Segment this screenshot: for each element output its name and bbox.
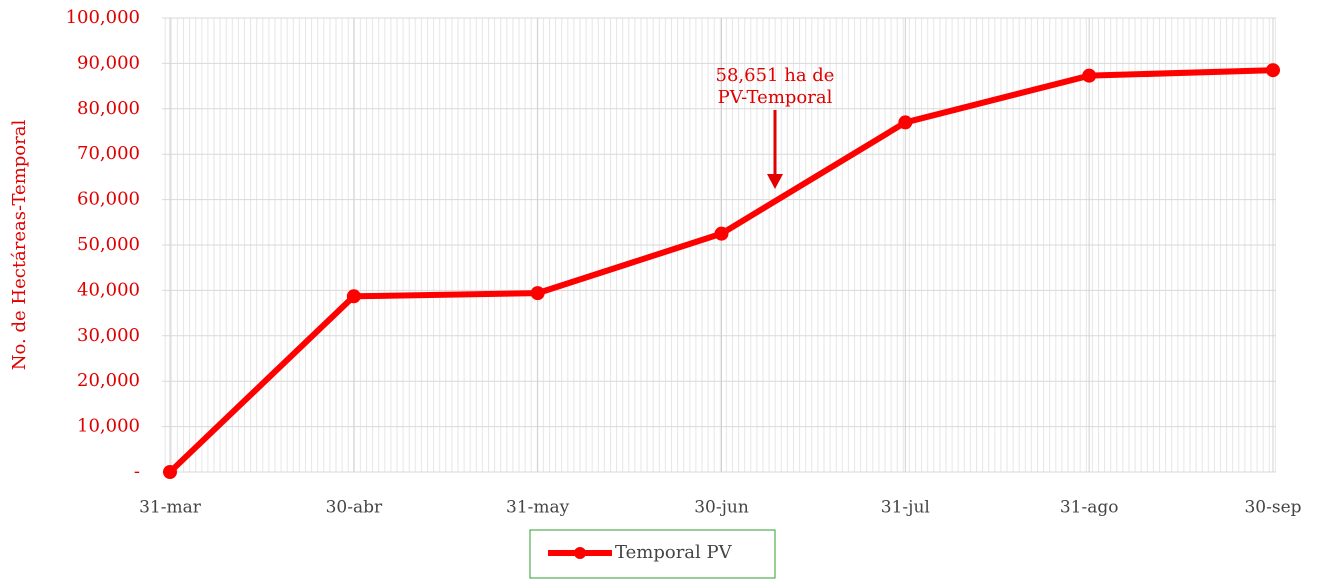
- y-tick-label: 10,000: [77, 416, 140, 437]
- point: [530, 286, 545, 301]
- annotation-arrowhead: [767, 174, 783, 189]
- legend-label: Temporal PV: [615, 542, 733, 563]
- y-tick-label: 60,000: [77, 189, 140, 210]
- x-tick-label: 30-sep: [1244, 498, 1301, 518]
- y-tick-label: 100,000: [66, 7, 140, 28]
- annotation: 58,651 ha de: [716, 65, 835, 86]
- y-tick-label: 70,000: [77, 143, 140, 164]
- x-tick-label: 31-mar: [139, 498, 202, 518]
- point: [163, 465, 177, 479]
- point: [714, 226, 729, 241]
- x-tick-label: 30-abr: [326, 498, 383, 518]
- y-tick-label: 50,000: [77, 234, 140, 255]
- y-tick-label: 40,000: [77, 279, 140, 300]
- x-tick-label: 31-ago: [1060, 498, 1119, 518]
- annotation: PV-Temporal: [718, 87, 833, 108]
- y-tick-label: 80,000: [77, 98, 140, 119]
- point: [1266, 63, 1280, 78]
- y-tick-label: 90,000: [77, 52, 140, 73]
- legend-marker: [574, 547, 586, 559]
- x-tick-label: 31-may: [506, 498, 570, 518]
- y-axis-label: No. de Hectáreas-Temporal: [9, 120, 30, 371]
- y-tick-label: 20,000: [77, 370, 140, 391]
- point: [346, 289, 361, 304]
- point: [1082, 68, 1097, 83]
- y-tick-label: -: [134, 461, 140, 482]
- x-tick-label: 31-jul: [881, 498, 930, 518]
- point: [898, 115, 913, 130]
- x-tick-label: 30-jun: [694, 498, 749, 518]
- y-tick-label: 30,000: [77, 325, 140, 346]
